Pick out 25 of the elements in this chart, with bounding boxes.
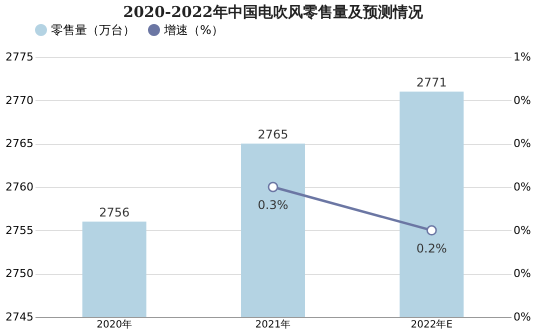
y2-tick-label: 0% xyxy=(514,310,531,324)
data-label: 0.3% xyxy=(258,198,288,212)
x-tick-label: 2022年E xyxy=(410,318,453,330)
legend-label: 零售量（万台） xyxy=(51,23,135,37)
y2-tick-label: 1% xyxy=(514,50,531,64)
data-label: 2771 xyxy=(416,76,447,90)
data-label: 2756 xyxy=(99,206,130,220)
y-tick-label: 2775 xyxy=(6,50,34,64)
chart-title: 2020-2022年中国电吹风零售量及预测情况 xyxy=(123,3,424,21)
y2-tick-label: 0% xyxy=(514,224,531,237)
legend-label: 增速（%） xyxy=(163,23,224,37)
data-label: 2765 xyxy=(258,128,288,142)
y-tick-label: 2745 xyxy=(6,310,34,324)
y2-tick-label: 0% xyxy=(514,94,531,107)
y-tick-label: 2755 xyxy=(6,224,34,237)
x-tick-label: 2021年 xyxy=(255,318,291,330)
y-tick-label: 2770 xyxy=(6,94,34,107)
y2-tick-label: 0% xyxy=(514,180,531,194)
x-tick-label: 2020年 xyxy=(96,318,132,330)
data-label: 0.2% xyxy=(416,241,447,256)
y-tick-label: 2765 xyxy=(6,137,34,150)
y2-tick-label: 0% xyxy=(514,137,531,150)
y-tick-label: 2750 xyxy=(6,267,34,280)
y-tick-label: 2760 xyxy=(6,180,34,194)
y2-tick-label: 0% xyxy=(514,267,531,280)
